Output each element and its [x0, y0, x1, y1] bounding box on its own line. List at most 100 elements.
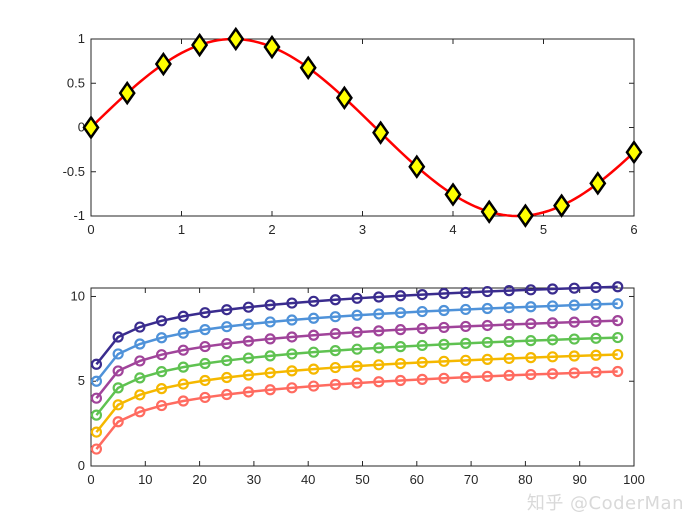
circle-marker — [481, 302, 493, 315]
circle-marker — [481, 370, 493, 382]
circle-marker — [329, 378, 341, 391]
circle-marker — [568, 367, 580, 379]
circle-marker — [90, 426, 103, 438]
circle-marker — [394, 290, 407, 302]
circle-marker — [438, 355, 450, 367]
circle-marker — [590, 366, 602, 378]
x-tick-label: 90 — [572, 472, 586, 487]
circle-marker — [373, 376, 385, 388]
x-tick-label: 60 — [410, 472, 424, 487]
circle-marker — [177, 344, 189, 356]
curve-line-2 — [95, 353, 618, 433]
x-tick-label: 0 — [87, 472, 94, 487]
circle-marker — [438, 304, 450, 317]
curve-line-3 — [95, 336, 618, 416]
circle-marker — [503, 318, 515, 331]
watermark-text: 知乎 @CoderMan — [526, 493, 684, 514]
diamond-marker — [299, 55, 317, 80]
x-tick-label: 6 — [630, 222, 637, 237]
circle-marker — [134, 389, 146, 401]
sine-plot-box — [90, 38, 635, 217]
sine-line — [90, 37, 635, 218]
x-tick-label: 30 — [247, 472, 261, 487]
x-tick-label: 100 — [623, 472, 645, 487]
diamond-marker — [553, 193, 571, 218]
circle-marker — [612, 331, 624, 344]
circle-marker — [90, 409, 103, 421]
diamond-marker — [516, 203, 534, 228]
circle-marker — [460, 354, 472, 366]
circle-marker — [525, 301, 537, 313]
curve-line-4 — [95, 319, 618, 399]
circle-marker — [242, 369, 255, 381]
circle-marker — [351, 377, 363, 389]
circle-marker — [286, 348, 298, 360]
circle-marker — [394, 341, 407, 353]
circle-marker — [155, 399, 168, 412]
circle-marker — [546, 317, 559, 329]
circle-marker — [590, 315, 602, 327]
x-tick-label: 10 — [138, 472, 152, 487]
x-tick-label: 2 — [268, 222, 275, 237]
circle-marker — [329, 294, 341, 306]
circle-marker — [329, 361, 341, 374]
circle-marker — [351, 292, 363, 304]
circle-marker — [460, 303, 472, 316]
circle-marker — [286, 382, 298, 394]
circle-marker — [525, 335, 537, 347]
circle-marker — [416, 339, 428, 352]
y-tick-label: 10 — [71, 288, 85, 303]
circle-marker — [199, 374, 211, 387]
circle-marker — [221, 371, 233, 384]
x-tick-label: 3 — [359, 222, 366, 237]
circle-marker — [112, 365, 124, 377]
circle-marker — [568, 350, 580, 362]
circle-marker — [308, 329, 320, 341]
circle-marker — [416, 373, 428, 385]
y-tick-label: 0 — [78, 120, 85, 135]
circle-marker — [199, 357, 211, 370]
circle-marker — [612, 315, 624, 327]
curve-line-6 — [95, 285, 618, 366]
circle-marker — [546, 283, 559, 295]
circle-marker — [416, 288, 428, 301]
circle-marker — [351, 360, 363, 372]
x-tick-label: 50 — [355, 472, 369, 487]
circle-marker — [177, 361, 189, 373]
circle-marker — [242, 386, 255, 398]
circle-marker — [308, 380, 320, 392]
curves-plot-ticks: 0 10 20 30 40 50 60 70 80 90 100 0 5 10 — [71, 288, 645, 487]
circle-marker — [438, 287, 450, 300]
circle-marker — [394, 307, 407, 319]
circle-marker — [460, 286, 472, 299]
y-tick-label: -0.5 — [63, 164, 85, 179]
diamond-marker — [444, 182, 462, 207]
circle-marker — [199, 391, 211, 404]
circle-marker — [568, 316, 580, 328]
circle-marker — [221, 354, 233, 367]
circle-marker — [242, 318, 255, 330]
circle-marker — [242, 352, 255, 364]
circle-marker — [286, 314, 298, 326]
y-tick-label: 0.5 — [67, 75, 85, 90]
x-tick-label: 5 — [540, 222, 547, 237]
circle-marker — [134, 321, 146, 333]
curves-plot-axes: 0 10 20 30 40 50 60 70 80 90 100 0 5 10 — [71, 281, 645, 487]
y-tick-label: 0 — [78, 458, 85, 473]
circle-marker — [329, 328, 341, 340]
diamond-marker — [408, 154, 426, 179]
circle-marker — [546, 351, 559, 363]
curve-line-1 — [95, 370, 618, 450]
circle-marker — [438, 321, 450, 334]
circle-marker — [112, 382, 124, 394]
circle-marker — [308, 295, 320, 307]
circle-marker — [221, 321, 233, 333]
circle-marker — [438, 338, 450, 350]
circle-marker — [612, 365, 624, 378]
circle-marker — [134, 338, 146, 350]
circle-marker — [416, 356, 428, 369]
circle-marker — [221, 304, 233, 316]
x-tick-label: 0 — [87, 222, 94, 237]
circle-marker — [242, 301, 255, 313]
circle-marker — [503, 301, 515, 314]
